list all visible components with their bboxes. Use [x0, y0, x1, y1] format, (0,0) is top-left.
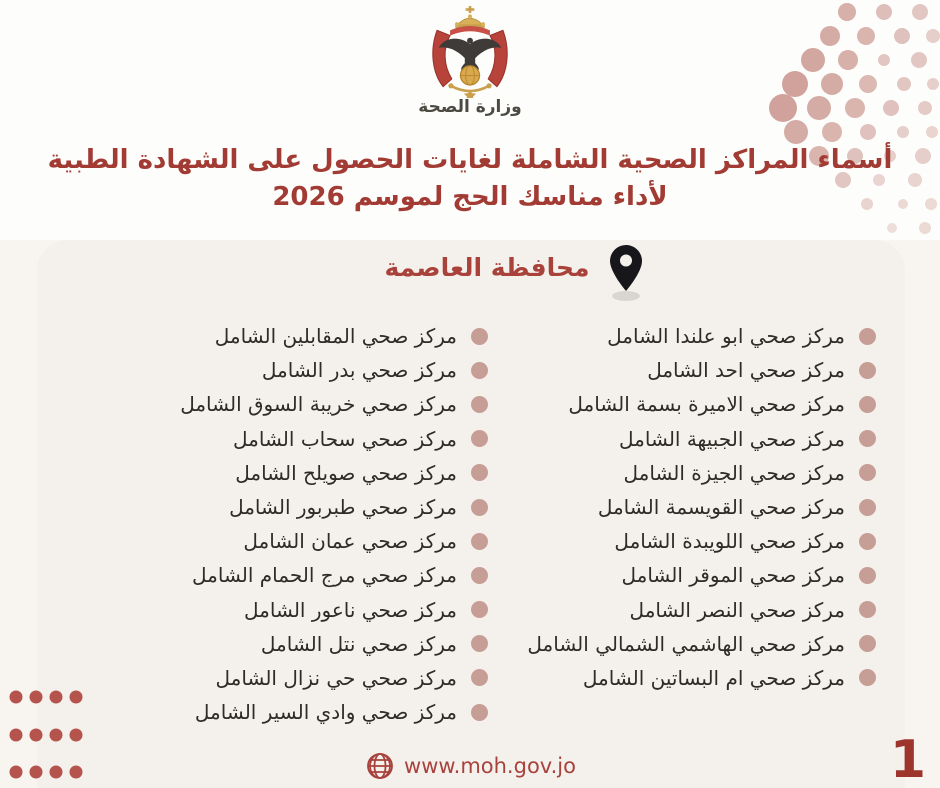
governorate-title: محافظة العاصمة [384, 253, 590, 282]
center-name: مركز صحي عمان الشامل [243, 529, 457, 554]
center-name: مركز صحي ام البساتين الشامل [582, 665, 845, 690]
bullet-icon [859, 361, 876, 379]
bullet-icon [471, 601, 488, 619]
bullet-icon [859, 601, 876, 619]
center-name: مركز صحي ناعور الشامل [244, 597, 457, 622]
list-item: مركز صحي مرج الحمام الشامل [180, 558, 488, 592]
center-name: مركز صحي القويسمة الشامل [597, 495, 845, 520]
bullet-icon [471, 703, 488, 721]
center-name: مركز صحي نتل الشامل [260, 631, 457, 656]
section-header: محافظة العاصمة [46, 243, 940, 303]
center-name: مركز صحي الهاشمي الشمالي الشامل [527, 631, 845, 656]
ministry-name: وزارة الصحة [418, 97, 522, 117]
location-pin-icon [609, 245, 642, 301]
list-item: مركز صحي حي نزال الشامل [180, 661, 488, 695]
list-item: مركز صحي احد الشامل [527, 353, 876, 387]
bullet-icon [859, 464, 876, 482]
center-name: مركز صحي صويلح الشامل [235, 460, 457, 485]
list-item: مركز صحي ام البساتين الشامل [527, 661, 876, 695]
center-name: مركز صحي احد الشامل [647, 358, 845, 383]
list-item: مركز صحي الهاشمي الشمالي الشامل [527, 627, 876, 661]
center-name: مركز صحي حي نزال الشامل [215, 665, 457, 690]
list-item: مركز صحي سحاب الشامل [180, 422, 488, 456]
center-name: مركز صحي اللويبدة الشامل [614, 529, 845, 554]
footer: www.moh.gov.jo [37, 752, 905, 780]
jordan-coat-of-arms-icon [432, 6, 508, 101]
list-item: مركز صحي الجبيهة الشامل [527, 422, 876, 456]
bullet-icon [471, 327, 488, 345]
bullet-icon [859, 327, 876, 345]
content-card [37, 240, 905, 788]
list-item: مركز صحي ابو علندا الشامل [527, 319, 876, 353]
center-name: مركز صحي المقابلين الشامل [214, 324, 457, 349]
center-name: مركز صحي سحاب الشامل [233, 426, 457, 451]
center-name: مركز صحي ابو علندا الشامل [607, 324, 845, 349]
bullet-icon [859, 498, 876, 516]
page-title-line1: أسماء المراكز الصحية الشاملة لغايات الحص… [47, 145, 893, 175]
center-name: مركز صحي مرج الحمام الشامل [192, 563, 457, 588]
bullet-icon [859, 532, 876, 550]
list-item: مركز صحي الموقر الشامل [527, 558, 876, 592]
list-item: مركز صحي خريبة السوق الشامل [180, 387, 488, 421]
bullet-icon [859, 635, 876, 653]
bullet-icon [471, 361, 488, 379]
center-name: مركز صحي طبربور الشامل [229, 495, 457, 520]
ministry-logo [0, 6, 940, 102]
list-item: مركز صحي وادي السير الشامل [180, 695, 488, 729]
list-item: مركز صحي عمان الشامل [180, 524, 488, 558]
bullet-icon [859, 395, 876, 413]
bullet-icon [471, 635, 488, 653]
list-item: مركز صحي النصر الشامل [527, 593, 876, 627]
center-name: مركز صحي الموقر الشامل [621, 563, 845, 588]
list-item: مركز صحي صويلح الشامل [180, 456, 488, 490]
bullet-icon [471, 395, 488, 413]
bullet-icon [471, 430, 488, 448]
list-item: مركز صحي المقابلين الشامل [180, 319, 488, 353]
page-number: 1 [889, 730, 926, 788]
list-item: مركز صحي نتل الشامل [180, 627, 488, 661]
list-item: مركز صحي بدر الشامل [180, 353, 488, 387]
bullet-icon [471, 532, 488, 550]
list-item: مركز صحي ناعور الشامل [180, 593, 488, 627]
list-item: مركز صحي القويسمة الشامل [527, 490, 876, 524]
center-name: مركز صحي الاميرة بسمة الشامل [568, 392, 845, 417]
centers-column-right: مركز صحي ابو علندا الشامل مركز صحي احد ا… [527, 319, 876, 695]
globe-icon [367, 753, 393, 779]
center-name: مركز صحي وادي السير الشامل [194, 700, 457, 725]
list-item: مركز صحي الجيزة الشامل [527, 456, 876, 490]
bullet-icon [859, 566, 876, 584]
list-item: مركز صحي الاميرة بسمة الشامل [527, 387, 876, 421]
page-title: أسماء المراكز الصحية الشاملة لغايات الحص… [0, 142, 940, 216]
bullet-icon [471, 566, 488, 584]
center-name: مركز صحي الجيزة الشامل [623, 460, 846, 485]
center-name: مركز صحي خريبة السوق الشامل [180, 392, 457, 417]
page-title-line2: لأداء مناسك الحج لموسم 2026 [272, 182, 668, 212]
center-name: مركز صحي بدر الشامل [261, 358, 457, 383]
website-url: www.moh.gov.jo [404, 754, 576, 778]
bullet-icon [859, 430, 876, 448]
center-name: مركز صحي النصر الشامل [629, 597, 845, 622]
bullet-icon [471, 669, 488, 687]
list-item: مركز صحي اللويبدة الشامل [527, 524, 876, 558]
bullet-icon [471, 498, 488, 516]
bullet-icon [471, 464, 488, 482]
center-name: مركز صحي الجبيهة الشامل [619, 426, 845, 451]
list-item: مركز صحي طبربور الشامل [180, 490, 488, 524]
centers-column-left: مركز صحي المقابلين الشامل مركز صحي بدر ا… [180, 319, 488, 729]
bullet-icon [859, 669, 876, 687]
